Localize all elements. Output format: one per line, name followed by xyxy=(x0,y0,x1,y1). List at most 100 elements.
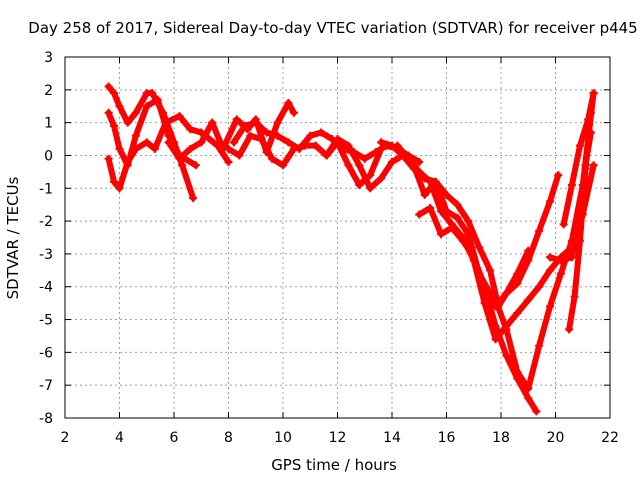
x-tick-label: 8 xyxy=(224,430,233,446)
data-point xyxy=(415,210,424,219)
grid xyxy=(65,57,610,418)
data-point xyxy=(404,154,413,163)
y-axis-label: SDTVAR / TECUs xyxy=(4,176,22,299)
data-point xyxy=(453,213,462,222)
data-point xyxy=(524,256,533,265)
data-point xyxy=(532,407,541,416)
data-point xyxy=(148,89,157,98)
data-point xyxy=(556,256,565,265)
data-point xyxy=(513,308,522,317)
data-point xyxy=(289,108,298,117)
data-point xyxy=(502,351,511,360)
data-point xyxy=(366,184,375,193)
data-point xyxy=(110,89,119,98)
data-point xyxy=(115,144,124,153)
series-line xyxy=(492,90,597,392)
data-point xyxy=(355,180,364,189)
data-point xyxy=(420,190,429,199)
data-point xyxy=(197,138,206,147)
data-point xyxy=(464,217,473,226)
data-point xyxy=(589,89,598,98)
data-point xyxy=(502,325,511,334)
data-point xyxy=(437,207,446,216)
data-point xyxy=(104,108,113,117)
y-tick-label: 0 xyxy=(44,148,53,164)
series-line xyxy=(378,139,562,310)
data-traces xyxy=(104,82,598,416)
x-tick-label: 6 xyxy=(170,430,179,446)
data-point xyxy=(104,82,113,91)
data-point xyxy=(458,236,467,245)
data-point xyxy=(131,108,140,117)
data-point xyxy=(584,115,593,124)
plot-frame xyxy=(64,56,611,419)
y-tick-label: -3 xyxy=(39,247,53,263)
data-point xyxy=(491,322,500,331)
x-tick-label: 14 xyxy=(383,430,401,446)
x-tick-label: 20 xyxy=(547,430,565,446)
data-point xyxy=(377,174,386,183)
y-tick-label: -1 xyxy=(39,181,53,197)
y-tick-label: 2 xyxy=(44,83,53,99)
y-tick-label: -4 xyxy=(39,280,53,296)
x-tick-label: 10 xyxy=(274,430,292,446)
series-arc-9 xyxy=(393,141,598,344)
data-point xyxy=(442,190,451,199)
data-point xyxy=(426,177,435,186)
data-point xyxy=(273,118,282,127)
data-point xyxy=(546,197,555,206)
data-point xyxy=(486,266,495,275)
data-point xyxy=(164,138,173,147)
data-point xyxy=(535,226,544,235)
series-line xyxy=(323,136,532,310)
data-point xyxy=(475,243,484,252)
data-point xyxy=(104,154,113,163)
data-point xyxy=(257,135,266,144)
data-point xyxy=(131,131,140,140)
data-point xyxy=(535,282,544,291)
y-tick-label: 1 xyxy=(44,116,53,132)
data-point xyxy=(567,253,576,262)
series-arc-13 xyxy=(565,108,595,334)
data-point xyxy=(546,266,555,275)
data-point xyxy=(344,141,353,150)
data-point xyxy=(524,394,533,403)
data-point xyxy=(300,141,309,150)
data-point xyxy=(284,138,293,147)
data-point xyxy=(232,115,241,124)
data-point xyxy=(447,223,456,232)
data-point xyxy=(189,194,198,203)
data-point xyxy=(437,230,446,239)
series-arc-3 xyxy=(104,112,233,193)
data-point xyxy=(360,154,369,163)
data-point xyxy=(224,144,233,153)
x-tick-label: 22 xyxy=(601,430,619,446)
data-point xyxy=(333,135,342,144)
data-point xyxy=(513,279,522,288)
data-point xyxy=(469,253,478,262)
data-point xyxy=(377,138,386,147)
data-point xyxy=(388,158,396,167)
data-point xyxy=(344,161,353,170)
data-point xyxy=(366,171,375,180)
data-point xyxy=(131,144,140,153)
data-point xyxy=(150,144,159,153)
data-point xyxy=(175,154,184,163)
data-point xyxy=(251,118,260,127)
series-arc-14 xyxy=(559,89,598,229)
data-point xyxy=(581,164,590,173)
data-point xyxy=(191,161,200,170)
data-point xyxy=(556,269,565,278)
data-point xyxy=(559,220,568,229)
data-point xyxy=(110,121,119,130)
data-point xyxy=(175,112,184,121)
data-point xyxy=(576,236,585,245)
x-tick-label: 16 xyxy=(438,430,456,446)
data-point xyxy=(178,161,187,170)
data-point xyxy=(161,118,170,127)
data-point xyxy=(289,144,298,153)
data-point xyxy=(142,138,151,147)
data-point xyxy=(322,151,331,160)
